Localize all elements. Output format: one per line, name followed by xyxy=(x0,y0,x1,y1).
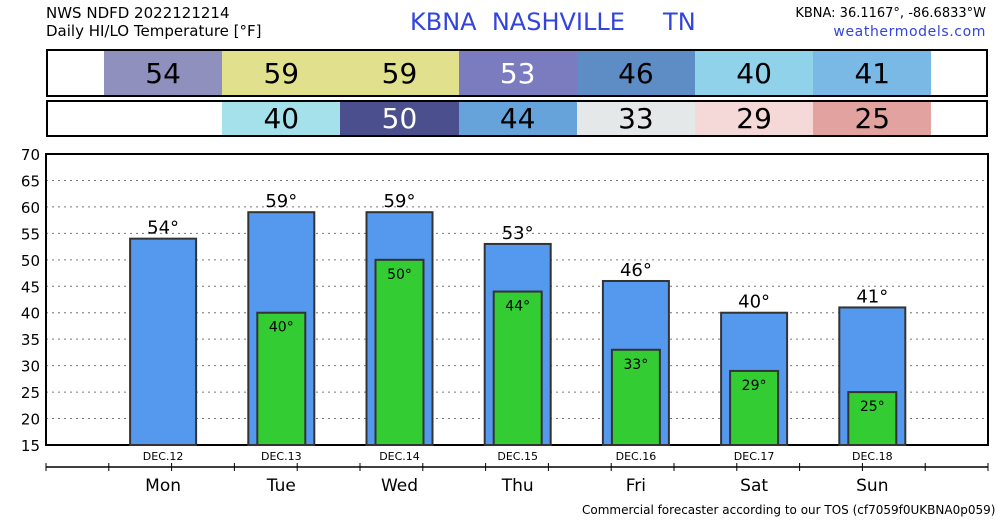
y-tick-label-35: 35 xyxy=(21,331,40,349)
lo-label-Wed: 50° xyxy=(387,267,412,283)
lo-bar-Tue xyxy=(256,311,307,446)
lo-strip-cell-4: 33 xyxy=(576,102,695,135)
lo-strip-cell-2: 50 xyxy=(340,102,459,135)
lo-strip-cell-0 xyxy=(104,102,223,135)
date-label-Thu: DEC.15 xyxy=(497,450,538,463)
hi-strip-cell-4: 46 xyxy=(576,51,695,95)
y-tick-label-45: 45 xyxy=(21,278,40,296)
lo-bar-Sun xyxy=(847,391,898,447)
day-label-Fri: Fri xyxy=(626,476,646,496)
hi-label-Wed: 59° xyxy=(384,191,416,212)
hi-color-strip: 54 59 59 53 46 40 41 xyxy=(46,49,988,97)
header-model-run: NWS NDFD 2022121214 xyxy=(46,4,230,22)
date-label-Fri: DEC.16 xyxy=(616,450,657,463)
date-label-Wed: DEC.14 xyxy=(379,450,420,463)
footer-note: Commercial forecaster according to our T… xyxy=(582,503,996,517)
y-tick-label-55: 55 xyxy=(21,225,40,243)
hi-strip-cell-1: 59 xyxy=(222,51,341,95)
y-tick-label-70: 70 xyxy=(21,146,40,164)
hi-label-Thu: 53° xyxy=(502,223,534,244)
lo-label-Fri: 33° xyxy=(623,357,648,373)
lo-bar-Fri xyxy=(610,348,661,447)
lo-strip-cell-3: 44 xyxy=(458,102,577,135)
lo-strip-cell-1: 40 xyxy=(222,102,341,135)
date-label-Mon: DEC.12 xyxy=(143,450,184,463)
lo-label-Sun: 25° xyxy=(860,399,885,415)
hi-label-Mon: 54° xyxy=(147,218,179,239)
lo-strip-cell-6: 25 xyxy=(813,102,932,135)
day-label-Sun: Sun xyxy=(856,476,888,496)
y-tick-label-65: 65 xyxy=(21,172,40,190)
y-tick-label-50: 50 xyxy=(21,252,40,270)
lo-label-Thu: 44° xyxy=(505,299,530,315)
lo-bar-Thu xyxy=(492,290,543,446)
date-label-Sun: DEC.18 xyxy=(852,450,893,463)
hi-bar-Mon xyxy=(129,237,198,446)
day-label-Mon: Mon xyxy=(145,476,181,496)
hi-strip-cell-0: 54 xyxy=(104,51,223,95)
station-coords: KBNA: 36.1167°, -86.6833°W xyxy=(795,6,986,21)
day-label-Tue: Tue xyxy=(266,476,296,496)
lo-strip-cell-5: 29 xyxy=(695,102,814,135)
y-tick-label-30: 30 xyxy=(21,358,40,376)
hi-strip-cell-6: 41 xyxy=(813,51,932,95)
y-tick-label-60: 60 xyxy=(21,199,40,217)
lo-color-strip: 40 50 44 33 29 25 xyxy=(46,100,988,137)
hi-label-Fri: 46° xyxy=(620,260,652,281)
lo-bar-Wed xyxy=(374,258,425,446)
lo-label-Tue: 40° xyxy=(269,320,294,336)
day-label-Sat: Sat xyxy=(740,476,768,496)
hi-strip-cell-2: 59 xyxy=(340,51,459,95)
station-title: KBNA NASHVILLE TN xyxy=(410,8,696,36)
hi-label-Sun: 41° xyxy=(856,286,888,307)
y-tick-label-25: 25 xyxy=(21,384,40,402)
lo-label-Sat: 29° xyxy=(742,378,767,394)
y-tick-label-40: 40 xyxy=(21,305,40,323)
header-product: Daily HI/LO Temperature [°F] xyxy=(46,22,262,40)
y-tick-label-15: 15 xyxy=(21,437,40,455)
hi-label-Tue: 59° xyxy=(265,191,297,212)
date-label-Tue: DEC.13 xyxy=(261,450,302,463)
day-label-Thu: Thu xyxy=(501,476,534,496)
lo-bar-Sat xyxy=(729,369,780,446)
y-tick-label-20: 20 xyxy=(21,411,40,429)
day-label-Wed: Wed xyxy=(381,476,418,496)
site-link[interactable]: weathermodels.com xyxy=(833,24,986,40)
hi-strip-cell-5: 40 xyxy=(695,51,814,95)
hi-label-Sat: 40° xyxy=(738,292,770,313)
date-label-Sat: DEC.17 xyxy=(734,450,775,463)
hi-strip-cell-3: 53 xyxy=(458,51,577,95)
